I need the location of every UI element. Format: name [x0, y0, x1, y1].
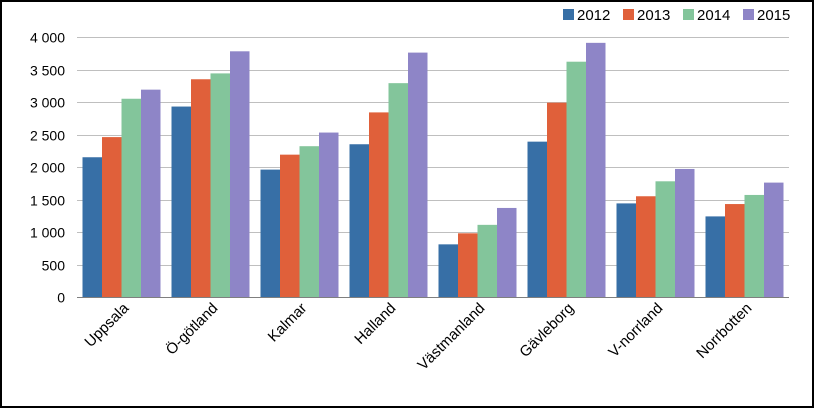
bar-2014: [655, 181, 675, 297]
y-tick-label: 3 000: [30, 95, 65, 111]
y-axis: 0 500 1 000 1 500 2 000 2 500 3 000 3 500 4 000: [30, 30, 65, 306]
bars: [82, 42, 784, 298]
y-tick-label: 2 500: [30, 128, 65, 144]
y-tick-label: 2 000: [30, 160, 65, 176]
bar-2014: [210, 73, 230, 298]
y-tick-label: 3 500: [30, 63, 65, 79]
x-tick-label: Västmanland: [414, 300, 488, 374]
y-tick-label: 0: [57, 290, 65, 306]
legend-swatch: [683, 9, 694, 20]
bar-2013: [725, 204, 745, 297]
bar-2015: [408, 52, 428, 297]
bar-2012: [82, 157, 102, 297]
bar-2015: [319, 132, 339, 297]
bar-2012: [616, 203, 636, 297]
legend-swatch: [743, 9, 754, 20]
bar-2013: [280, 154, 300, 297]
bar-2015: [141, 89, 161, 298]
legend-label: 2015: [757, 7, 790, 24]
x-tick-label: Uppsala: [81, 299, 132, 350]
bar-2015: [675, 168, 695, 297]
y-tick-label: 500: [42, 258, 66, 274]
bar-2013: [636, 196, 656, 297]
bar-2013: [369, 112, 389, 298]
bar-2012: [527, 141, 547, 297]
bar-2013: [547, 102, 567, 298]
y-tick-label: 1 000: [30, 225, 65, 241]
bar-2014: [744, 194, 764, 297]
bar-2015: [586, 42, 606, 297]
legend-swatch: [623, 9, 634, 20]
bar-2014: [477, 224, 497, 297]
bar-2014: [121, 98, 141, 297]
x-tick-label: Gävleborg: [516, 300, 577, 361]
bar-2012: [438, 244, 458, 297]
y-tick-label: 1 500: [30, 193, 65, 209]
x-tick-label: Halland: [351, 300, 399, 348]
x-tick-label: Ö-götland: [162, 299, 221, 358]
bar-2012: [705, 216, 725, 297]
x-axis: Uppsala Ö-götland Kalmar Halland Västmanland…: [81, 299, 755, 374]
x-tick-label: V-norrland: [605, 300, 666, 361]
bar-2013: [102, 137, 122, 297]
x-tick-label: Kalmar: [265, 300, 311, 346]
bar-2013: [458, 233, 478, 297]
y-tick-label: 4 000: [30, 30, 65, 46]
bar-2013: [191, 79, 211, 297]
x-tick-label: Norrbotten: [693, 300, 755, 362]
bar-2015: [497, 207, 517, 297]
bar-2014: [299, 146, 319, 297]
legend-label: 2014: [697, 7, 730, 24]
bar-2012: [349, 144, 369, 297]
legend-swatch: [563, 9, 574, 20]
legend-label: 2013: [637, 7, 670, 24]
bar-2015: [230, 51, 250, 297]
bar-2014: [566, 61, 586, 298]
bar-2015: [764, 182, 784, 297]
legend: 2012 2013 2014 2015: [563, 7, 790, 24]
bar-2014: [388, 83, 408, 298]
bar-2012: [171, 106, 191, 297]
bar-2012: [260, 169, 280, 297]
legend-label: 2012: [577, 7, 610, 24]
